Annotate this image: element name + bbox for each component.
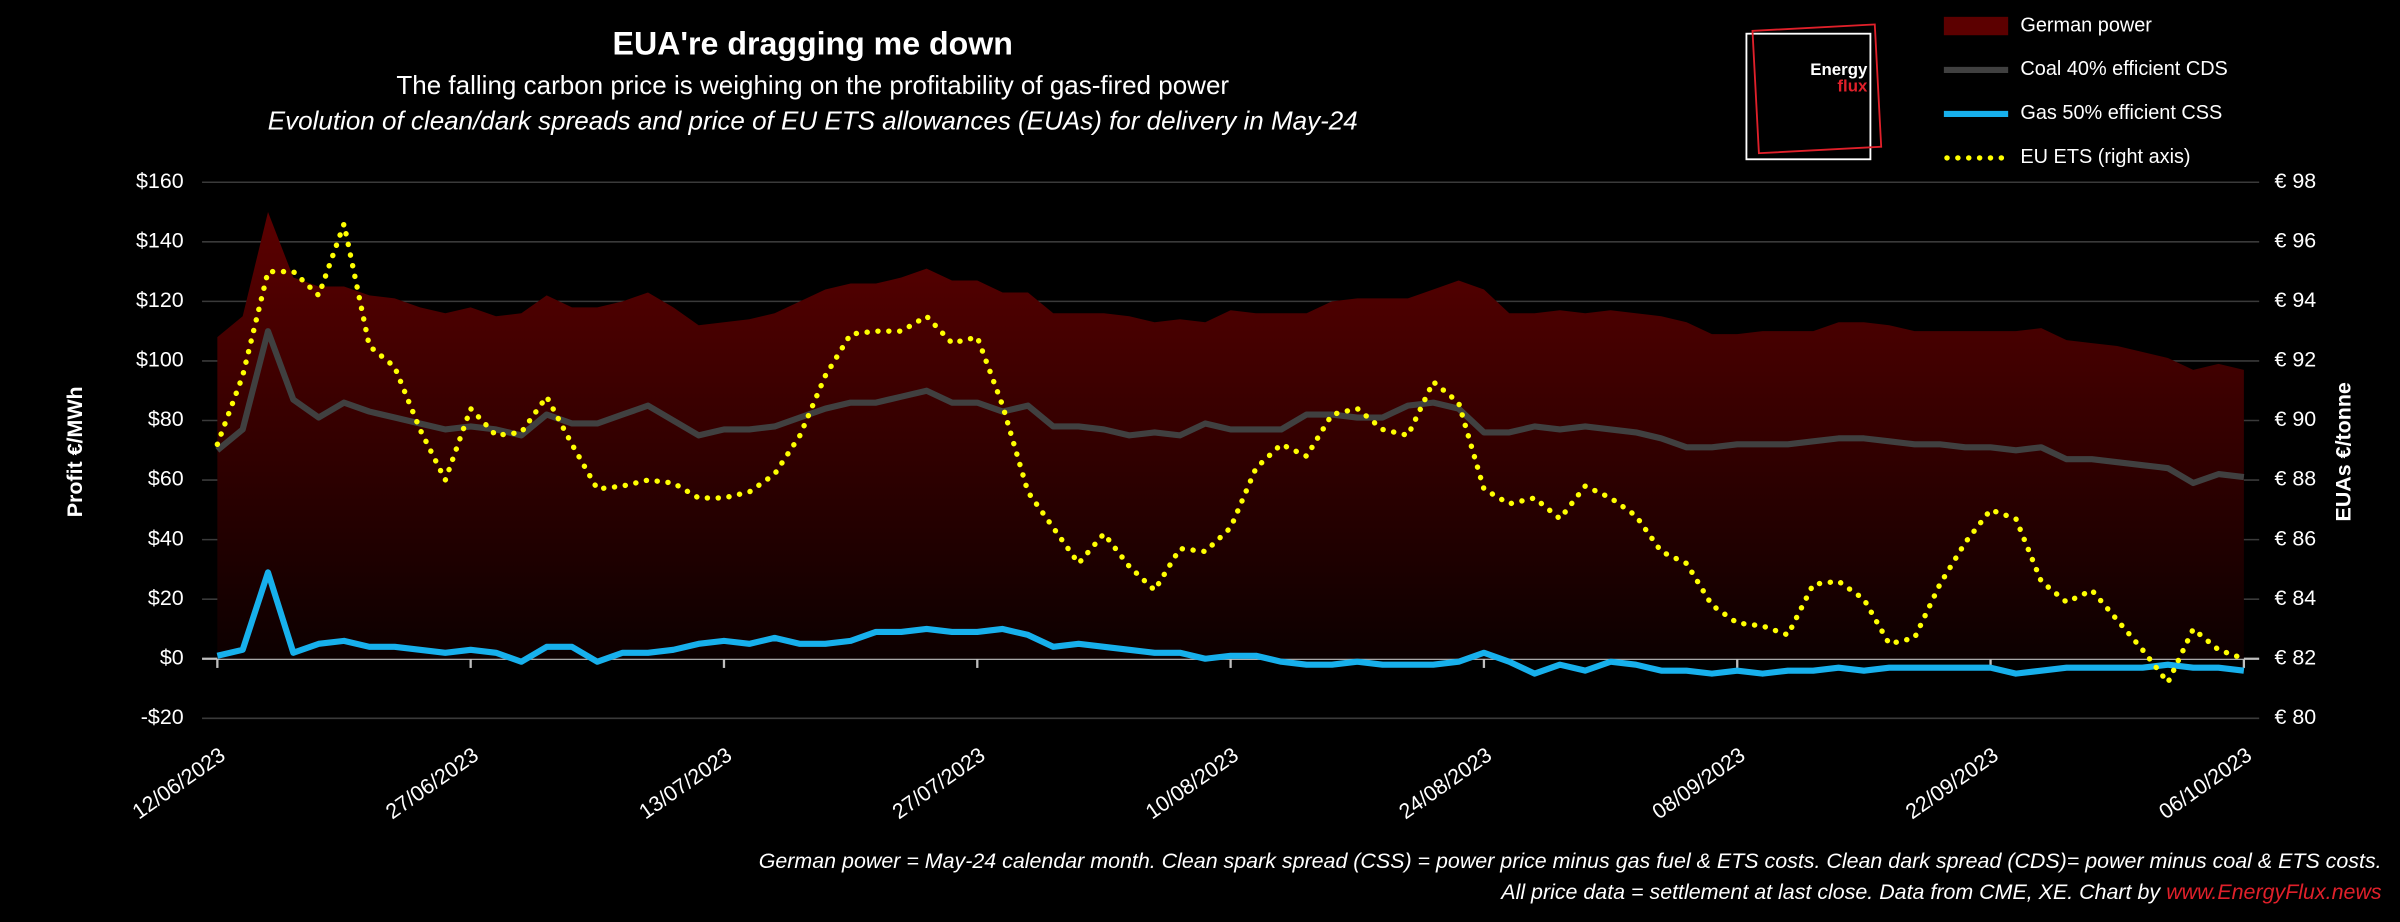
footnote: All price data = settlement at last clos… <box>1499 880 2382 904</box>
y-tick-label: $120 <box>136 288 184 312</box>
y-tick-label: $40 <box>148 526 184 550</box>
y-tick-label: $20 <box>148 586 184 610</box>
footnote-text: All price data = settlement at last clos… <box>1499 880 2161 904</box>
y2-tick-label: € 88 <box>2274 467 2316 491</box>
logo-frame <box>1751 23 1883 155</box>
y-axis-label: Profit €/MWh <box>63 386 87 517</box>
line <box>214 214 2247 688</box>
logo: Energy flux <box>1745 23 1883 161</box>
y-tick-label: $100 <box>136 348 184 372</box>
y2-axis-label: EUAs €/tonne <box>2332 382 2356 521</box>
y2-tick-label: € 96 <box>2274 228 2316 252</box>
y2-tick-label: € 94 <box>2274 288 2316 312</box>
y-tick-label: $140 <box>136 228 184 252</box>
line <box>216 569 2245 677</box>
legend-label: EU ETS (right axis) <box>2020 146 2190 168</box>
y2-tick-label: € 86 <box>2274 526 2316 550</box>
footnote-link: www.EnergyFlux.news <box>2166 880 2382 904</box>
y2-tick-label: € 98 <box>2274 169 2316 193</box>
chart-subtitle: The falling carbon price is weighing on … <box>396 70 1229 100</box>
y2-tick-label: € 82 <box>2274 645 2316 669</box>
logo-text: Energy <box>1810 60 1868 79</box>
area <box>217 212 2244 659</box>
y-tick-label: $0 <box>160 645 184 669</box>
y-tick-label: $60 <box>148 467 184 491</box>
y2-tick-label: € 80 <box>2274 705 2316 729</box>
line <box>215 328 2245 487</box>
legend-swatch <box>1943 16 2009 36</box>
footnote: German power = May-24 calendar month. Cl… <box>759 849 2382 873</box>
y-tick-label: $160 <box>136 169 184 193</box>
y2-tick-label: € 92 <box>2274 348 2316 372</box>
y-tick-label: -$20 <box>141 705 184 729</box>
chart-subtitle: Evolution of clean/dark spreads and pric… <box>268 105 1358 135</box>
legend: German power Coal 40% efficient CDS Gas 50… <box>1943 14 2228 168</box>
y-tick-label: $80 <box>148 407 184 431</box>
y2-tick-label: € 84 <box>2274 586 2316 610</box>
logo-text: flux <box>1837 77 1868 96</box>
chart-title: EUA're dragging me down <box>613 25 1013 61</box>
y2-tick-label: € 90 <box>2274 407 2316 431</box>
legend-label: Coal 40% efficient CDS <box>2020 58 2227 80</box>
logo-frame <box>1745 32 1872 161</box>
legend-label: Gas 50% efficient CSS <box>2020 102 2222 124</box>
legend-label: German power <box>2020 14 2152 36</box>
